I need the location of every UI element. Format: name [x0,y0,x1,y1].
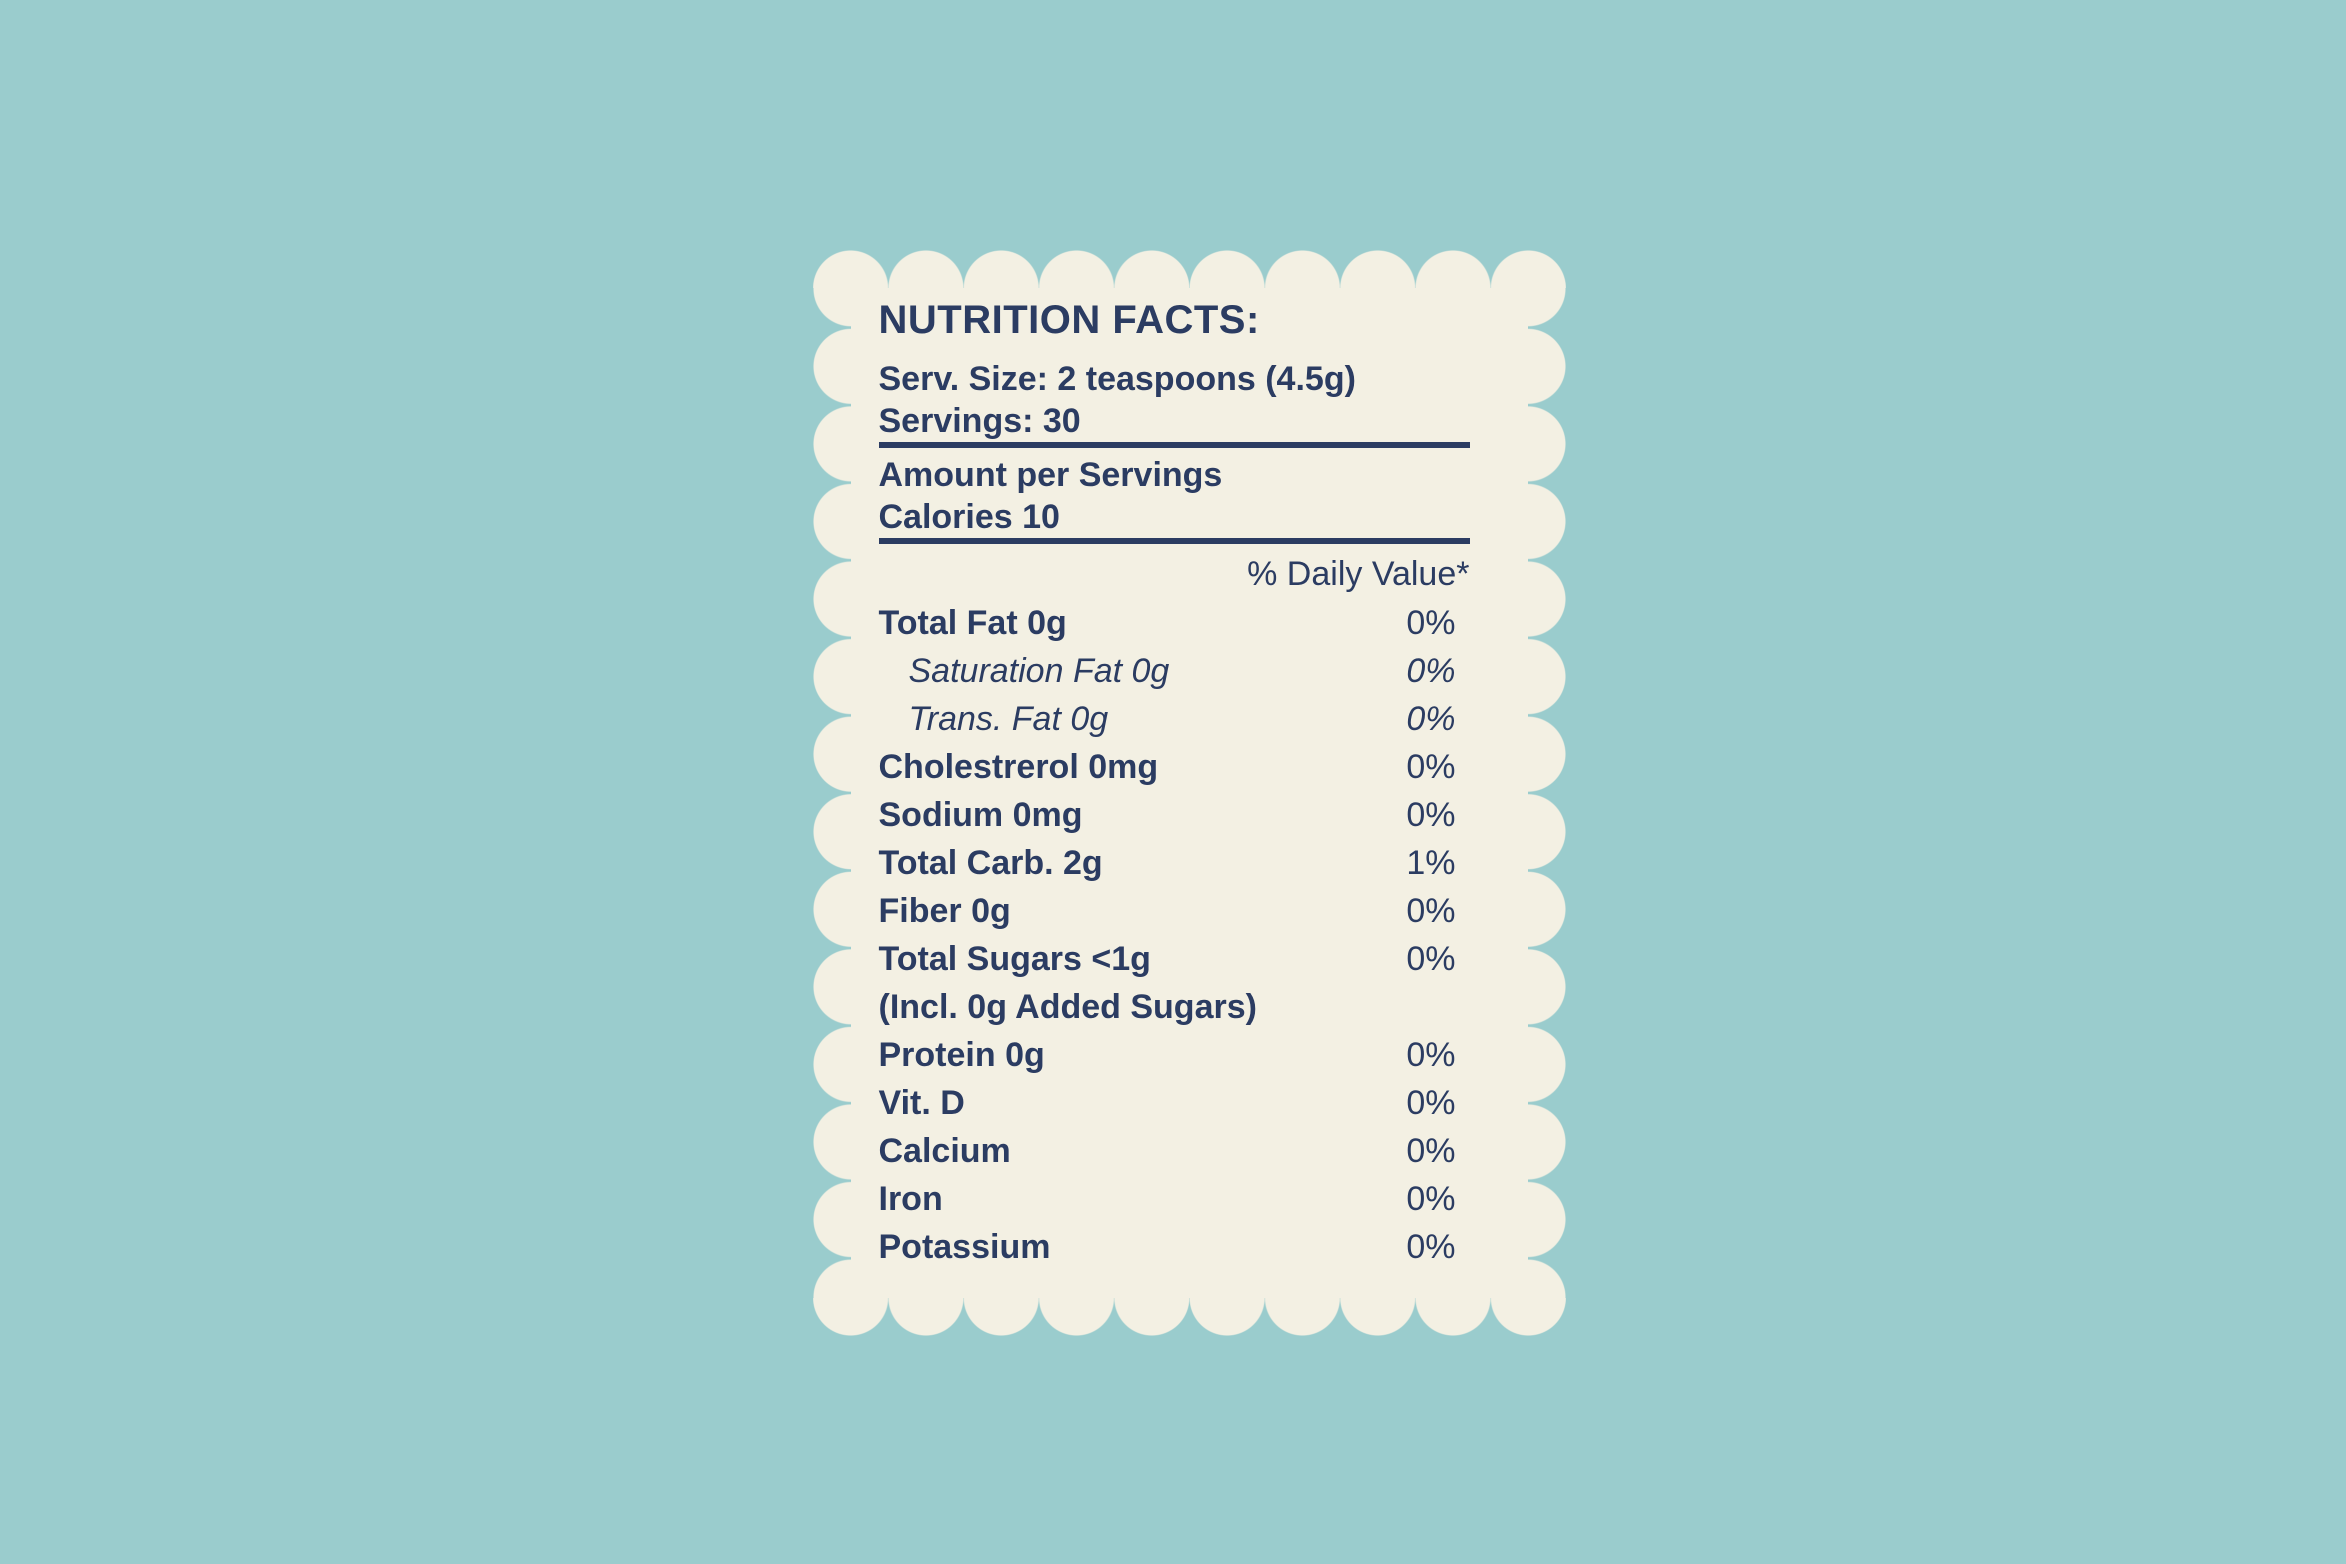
nutrient-name: Protein 0g [878,1035,1045,1074]
nutrient-name: Total Carb. 2g [878,843,1103,882]
nutrient-row-added-sugars: (Incl. 0g Added Sugars) [879,983,1470,1031]
nutrient-row-iron: Iron 0% [879,1175,1470,1223]
nutrient-row-potassium: Potassium 0% [879,1223,1470,1271]
nutrient-name: Iron [878,1179,943,1218]
nutrient-row-total-carb: Total Carb. 2g 1% [879,839,1470,887]
scallop-edge-top [812,250,1566,288]
divider-bottom [878,538,1470,544]
calories-info: Amount per Servings Calories 10 [879,454,1470,538]
nutrient-name: Total Fat 0g [878,603,1067,642]
nutrient-row-total-fat: Total Fat 0g 0% [879,599,1470,647]
nutrient-name: Trans. Fat 0g [908,699,1109,738]
nutrient-name: Saturation Fat 0g [908,651,1170,690]
nutrient-value: 0% [1406,1131,1456,1170]
nutrient-name: Sodium 0mg [878,795,1083,834]
amount-per-servings: Amount per Servings [878,456,1223,494]
nutrient-value: 0% [1406,891,1456,930]
nutrient-value: 1% [1406,843,1456,882]
nutrient-name: Calcium [878,1131,1011,1170]
calories: Calories 10 [878,498,1060,536]
nutrient-row-calcium: Calcium 0% [879,1127,1470,1175]
serving-info: Serv. Size: 2 teaspoons (4.5g) Servings:… [879,358,1470,442]
nutrient-value: 0% [1406,699,1456,738]
nutrient-value: 0% [1406,795,1456,834]
scallop-edge-bottom [812,1298,1566,1336]
nutrient-value: 0% [1406,1179,1456,1218]
scallop-edge-left [812,250,851,1336]
nutrient-row-trans-fat: Trans. Fat 0g 0% [879,695,1470,743]
nutrient-value: 0% [1406,1035,1456,1074]
servings-count: Servings: 30 [878,402,1081,440]
nutrient-value: 0% [1406,747,1456,786]
nutrient-row-protein: Protein 0g 0% [879,1031,1470,1079]
nutrient-name: Vit. D [878,1083,965,1122]
nutrient-value: 0% [1406,939,1456,978]
nutrient-name: Potassium [878,1227,1051,1266]
nutrient-row-total-sugars: Total Sugars <1g 0% [879,935,1470,983]
nutrient-row-sodium: Sodium 0mg 0% [879,791,1470,839]
scallop-edge-right [1527,250,1566,1336]
nutrient-row-saturation-fat: Saturation Fat 0g 0% [879,647,1470,695]
nutrient-name: (Incl. 0g Added Sugars) [878,987,1257,1026]
serving-size: Serv. Size: 2 teaspoons (4.5g) [878,360,1356,398]
nutrient-value: 0% [1406,1083,1456,1122]
nutrient-name: Total Sugars <1g [878,939,1151,978]
nutrient-name: Fiber 0g [878,891,1011,930]
nutrition-label-card: NUTRITION FACTS: Serv. Size: 2 teaspoons… [812,250,1566,1336]
label-title: NUTRITION FACTS: [878,298,1260,342]
nutrient-value: 0% [1406,603,1456,642]
nutrient-value: 0% [1406,1227,1456,1266]
nutrient-row-fiber: Fiber 0g 0% [879,887,1470,935]
nutrient-row-cholesterol: Cholestrerol 0mg 0% [879,743,1470,791]
nutrient-table: Total Fat 0g 0% Saturation Fat 0g 0% Tra… [879,599,1470,1271]
nutrient-row-vitamin-d: Vit. D 0% [879,1079,1470,1127]
divider-top [878,442,1470,448]
label-content: NUTRITION FACTS: Serv. Size: 2 teaspoons… [850,288,1528,1298]
daily-value-header: % Daily Value* [1247,555,1470,593]
nutrient-name: Cholestrerol 0mg [878,747,1159,786]
nutrient-value: 0% [1406,651,1456,690]
